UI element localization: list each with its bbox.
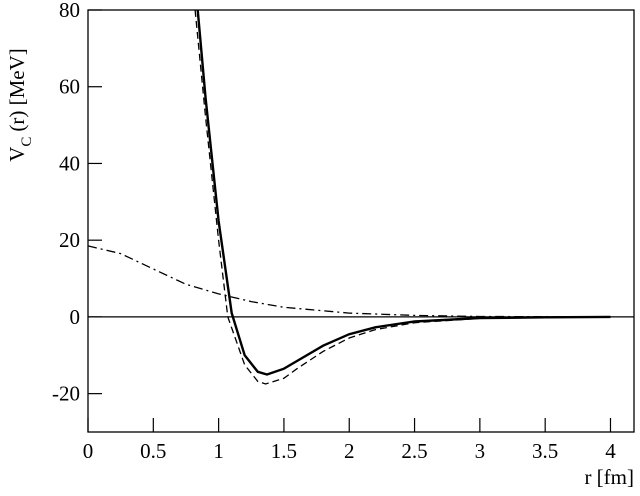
y-tick-label: 0 — [70, 305, 81, 329]
y-label-sub: C — [19, 137, 35, 147]
series-line — [87, 245, 611, 318]
x-tick-label: 1 — [213, 439, 224, 463]
y-tick-label: -20 — [52, 382, 80, 406]
x-tick-label: 3.5 — [532, 439, 558, 463]
y-label-main: V — [5, 147, 29, 162]
y-tick-label: 40 — [59, 151, 80, 175]
y-axis-label: VC (r) [MeV] — [5, 48, 35, 162]
x-tick-label: 0.5 — [140, 439, 166, 463]
x-tick-label: 2 — [344, 439, 355, 463]
series-line — [196, 9, 611, 376]
y-label-rest: (r) [MeV] — [5, 48, 29, 131]
y-tick-label: 20 — [59, 228, 80, 252]
plot-frame — [87, 9, 635, 433]
x-tick-label: 4 — [605, 439, 616, 463]
x-tick-label: 2.5 — [401, 439, 427, 463]
x-tick-label: 3 — [475, 439, 486, 463]
x-tick-label: 0 — [83, 439, 94, 463]
series-line — [194, 9, 611, 385]
y-tick-label: 60 — [59, 75, 80, 99]
x-axis-label: r [fm] — [584, 465, 634, 489]
x-tick-label: 1.5 — [271, 439, 297, 463]
y-tick-label: 80 — [59, 0, 80, 22]
